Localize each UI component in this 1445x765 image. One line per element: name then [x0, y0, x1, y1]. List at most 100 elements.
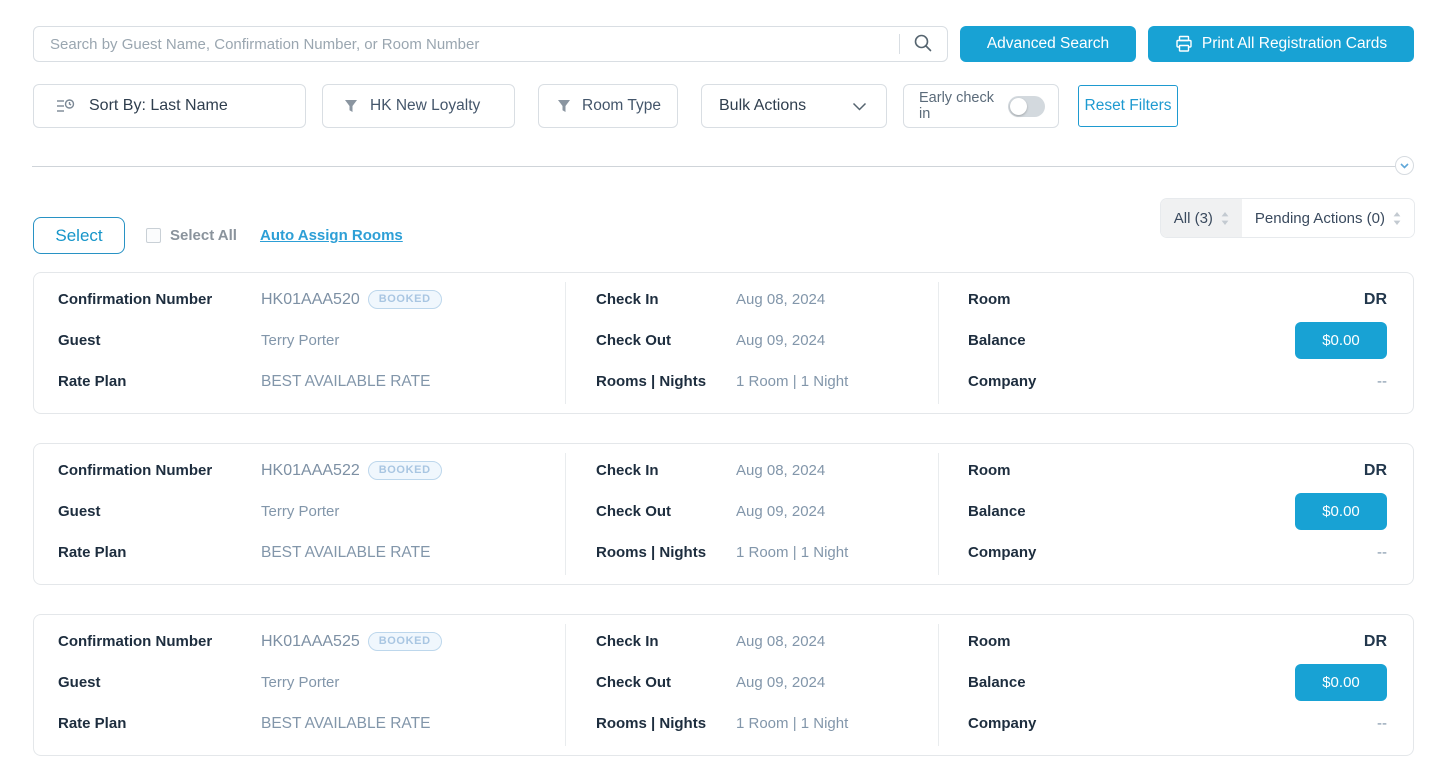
check-in-date: Aug 08, 2024: [736, 462, 826, 479]
status-badge: BOOKED: [367, 290, 442, 309]
check-in-row: Check In Aug 08, 2024: [596, 279, 938, 320]
search-input[interactable]: [33, 26, 948, 62]
company-value: --: [1377, 544, 1387, 561]
check-out-row: Check Out Aug 09, 2024: [596, 662, 938, 703]
status-badge: BOOKED: [367, 461, 442, 480]
confirmation-row: Confirmation Number HK01AAA525 BOOKED: [58, 621, 565, 662]
card-divider: [938, 624, 939, 746]
printer-icon: [1175, 35, 1193, 53]
balance-row: Balance $0.00: [968, 662, 1387, 703]
confirmation-value-wrap: HK01AAA520 BOOKED: [261, 290, 442, 309]
bulk-actions-label: Bulk Actions: [719, 97, 807, 114]
print-all-label: Print All Registration Cards: [1201, 35, 1388, 52]
list-tabs: All (3) Pending Actions (0): [1160, 199, 1414, 237]
rate-plan-row: Rate Plan BEST AVAILABLE RATE: [58, 703, 565, 744]
guest-row: Guest Terry Porter: [58, 662, 565, 703]
reservation-card: Confirmation Number HK01AAA522 BOOKED Gu…: [33, 443, 1414, 585]
room-row: Room DR: [968, 450, 1387, 491]
collapse-filters-button[interactable]: [1395, 156, 1414, 175]
check-out-row: Check Out Aug 09, 2024: [596, 491, 938, 532]
balance-button[interactable]: $0.00: [1295, 493, 1387, 530]
room-code: DR: [1363, 632, 1387, 650]
check-in-row: Check In Aug 08, 2024: [596, 450, 938, 491]
rooms-nights-row: Rooms | Nights 1 Room | 1 Night: [596, 703, 938, 744]
confirmation-row: Confirmation Number HK01AAA522 BOOKED: [58, 450, 565, 491]
chevron-down-icon: [852, 102, 867, 111]
early-check-in-label: Early check in: [919, 90, 994, 122]
room-row: Room DR: [968, 279, 1387, 320]
reservation-card: Confirmation Number HK01AAA520 BOOKED Gu…: [33, 272, 1414, 414]
company-label: Company: [968, 715, 1037, 732]
balance-row: Balance $0.00: [968, 491, 1387, 532]
check-out-label: Check Out: [596, 674, 672, 691]
guest-row: Guest Terry Porter: [58, 320, 565, 361]
top-bar: Advanced Search Print All Registration C…: [33, 26, 1414, 62]
card-divider: [565, 453, 566, 575]
confirmation-number[interactable]: HK01AAA520: [261, 290, 360, 308]
print-all-registration-cards-button[interactable]: Print All Registration Cards: [1148, 26, 1414, 62]
tab-pending-actions[interactable]: Pending Actions (0): [1241, 199, 1414, 237]
confirmation-label: Confirmation Number: [58, 633, 213, 650]
room-label: Room: [968, 633, 1011, 650]
company-label: Company: [968, 373, 1037, 390]
rooms-nights-row: Rooms | Nights 1 Room | 1 Night: [596, 532, 938, 573]
rate-plan-value: BEST AVAILABLE RATE: [261, 543, 431, 561]
rooms-nights-label: Rooms | Nights: [596, 715, 707, 732]
guest-name: Terry Porter: [261, 332, 340, 349]
select-all-control[interactable]: Select All: [146, 227, 237, 244]
company-value: --: [1377, 373, 1387, 390]
card-room-column: Room DR Balance $0.00 Company --: [939, 273, 1413, 413]
bulk-actions-dropdown[interactable]: Bulk Actions: [701, 84, 887, 128]
confirmation-row: Confirmation Number HK01AAA520 BOOKED: [58, 279, 565, 320]
balance-button[interactable]: $0.00: [1295, 322, 1387, 359]
sort-by-label: Sort By: Last Name: [89, 97, 228, 114]
company-row: Company --: [968, 361, 1387, 402]
rooms-nights-value: 1 Room | 1 Night: [736, 373, 849, 390]
rate-plan-label: Rate Plan: [58, 544, 127, 561]
hk-loyalty-filter[interactable]: HK New Loyalty: [322, 84, 515, 128]
sort-by-dropdown[interactable]: Sort By: Last Name: [33, 84, 306, 128]
reservation-card: Confirmation Number HK01AAA525 BOOKED Gu…: [33, 614, 1414, 756]
confirmation-value-wrap: HK01AAA525 BOOKED: [261, 632, 442, 651]
confirmation-number[interactable]: HK01AAA522: [261, 461, 360, 479]
filter-funnel-icon: [344, 99, 358, 113]
balance-button[interactable]: $0.00: [1295, 664, 1387, 701]
reset-filters-button[interactable]: Reset Filters: [1078, 85, 1178, 127]
select-button[interactable]: Select: [33, 217, 125, 254]
search-icon: [913, 33, 933, 56]
select-all-label: Select All: [170, 227, 237, 244]
rate-plan-label: Rate Plan: [58, 715, 127, 732]
rate-plan-row: Rate Plan BEST AVAILABLE RATE: [58, 361, 565, 402]
tab-all[interactable]: All (3): [1160, 199, 1242, 237]
auto-assign-rooms-link[interactable]: Auto Assign Rooms: [259, 227, 403, 244]
tab-pending-label: Pending Actions (0): [1254, 209, 1385, 227]
reservation-list: Confirmation Number HK01AAA520 BOOKED Gu…: [33, 272, 1414, 756]
rooms-nights-value: 1 Room | 1 Night: [736, 544, 849, 561]
card-dates-column: Check In Aug 08, 2024 Check Out Aug 09, …: [566, 444, 938, 584]
advanced-search-button[interactable]: Advanced Search: [960, 26, 1136, 62]
room-label: Room: [968, 291, 1011, 308]
status-badge: BOOKED: [367, 632, 442, 651]
select-all-checkbox[interactable]: [146, 228, 161, 243]
room-type-filter[interactable]: Room Type: [538, 84, 678, 128]
left-actions: Select Select All Auto Assign Rooms: [33, 217, 403, 254]
search-divider: [899, 34, 900, 54]
rooms-nights-label: Rooms | Nights: [596, 544, 707, 561]
room-row: Room DR: [968, 621, 1387, 662]
company-value: --: [1377, 715, 1387, 732]
guest-row: Guest Terry Porter: [58, 491, 565, 532]
check-in-date: Aug 08, 2024: [736, 291, 826, 308]
room-code: DR: [1363, 290, 1387, 308]
early-check-in-toggle[interactable]: [1008, 95, 1045, 117]
company-row: Company --: [968, 703, 1387, 744]
check-out-label: Check Out: [596, 503, 672, 520]
confirmation-label: Confirmation Number: [58, 462, 213, 479]
check-in-date: Aug 08, 2024: [736, 633, 826, 650]
guest-label: Guest: [58, 332, 101, 349]
check-out-date: Aug 09, 2024: [736, 503, 826, 520]
confirmation-number[interactable]: HK01AAA525: [261, 632, 360, 650]
card-dates-column: Check In Aug 08, 2024 Check Out Aug 09, …: [566, 615, 938, 755]
rooms-nights-value: 1 Room | 1 Night: [736, 715, 849, 732]
guest-name: Terry Porter: [261, 503, 340, 520]
search-button[interactable]: [910, 32, 936, 56]
